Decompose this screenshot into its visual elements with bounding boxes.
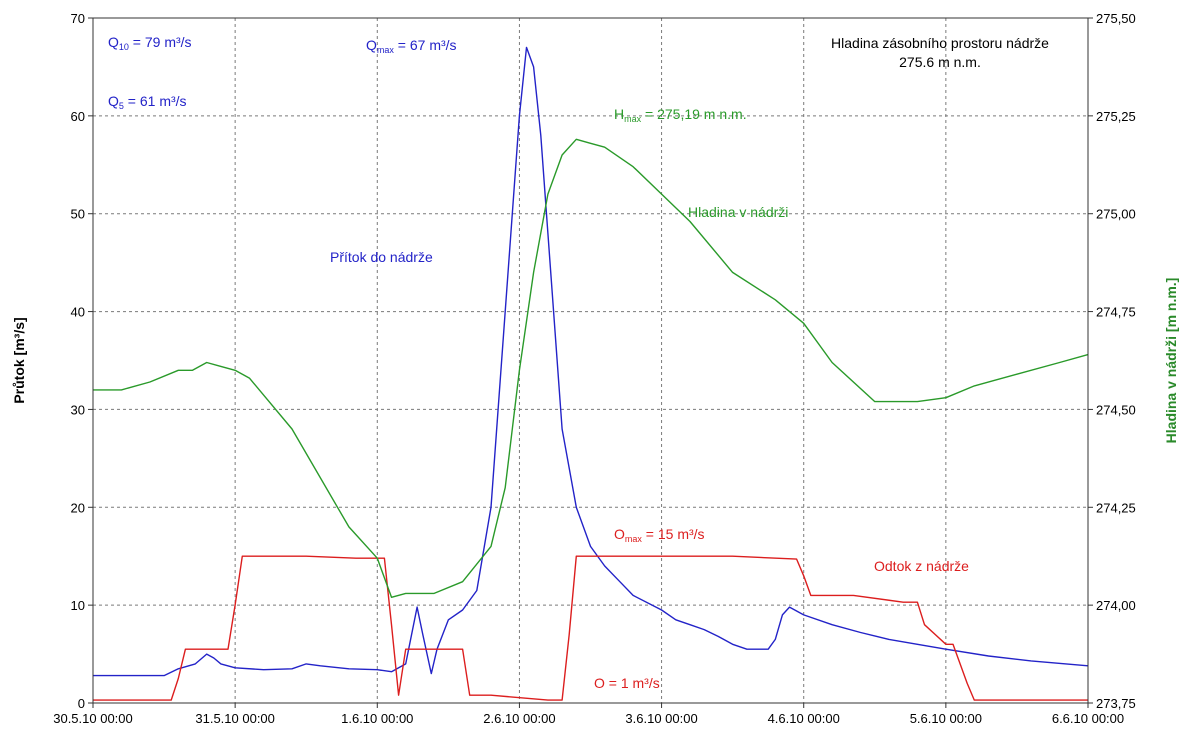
ticks: 0 10 20 30 40 50 60 70 273,75 274,00 274,25 274,50 2…	[53, 11, 1136, 726]
y-left-tick-label: 10	[71, 598, 85, 613]
x-tick-label: 4.6.10 00:00	[768, 711, 840, 726]
level-series-line	[93, 138, 1089, 598]
y-right-tick-label: 274,00	[1096, 598, 1136, 613]
y-left-tick-label: 50	[71, 207, 85, 222]
annotation-q5: Q5 = 61 m³/s	[108, 93, 187, 111]
y-right-tick-label: 275,25	[1096, 109, 1136, 124]
x-tick-label: 31.5.10 00:00	[195, 711, 275, 726]
y-right-tick-label: 275,50	[1096, 11, 1136, 26]
inflow-series-line	[93, 46, 1089, 677]
annotation-omin: O = 1 m³/s	[594, 675, 660, 691]
annotation-qmax: Qmax = 67 m³/s	[366, 37, 457, 55]
y-left-tick-label: 40	[71, 305, 85, 320]
x-tick-label: 2.6.10 00:00	[483, 711, 555, 726]
y-left-tick-label: 20	[71, 500, 85, 515]
x-tick-label: 30.5.10 00:00	[53, 711, 133, 726]
annotations: Q10 = 79 m³/s Q5 = 61 m³/s Qmax = 67 m³/…	[108, 34, 1049, 691]
annotation-hmax: Hmax = 275,19 m n.m.	[614, 106, 747, 124]
annotation-q10: Q10 = 79 m³/s	[108, 34, 192, 52]
inflow-series-label: Přítok do nádrže	[330, 249, 433, 265]
series-group	[93, 46, 1089, 701]
x-tick-label: 5.6.10 00:00	[910, 711, 982, 726]
x-tick-label: 1.6.10 00:00	[341, 711, 413, 726]
y-right-tick-label: 274,75	[1096, 305, 1136, 320]
outflow-series-line	[93, 555, 1088, 701]
y-right-tick-label: 274,50	[1096, 402, 1136, 417]
level-series-label: Hladina v nádrži	[688, 204, 788, 220]
y-left-tick-label: 30	[71, 402, 85, 417]
plot-frame	[92, 17, 1089, 704]
y-left-tick-label: 70	[71, 11, 85, 26]
outflow-series-label: Odtok z nádrže	[874, 558, 969, 574]
y-right-tick-label: 275,00	[1096, 207, 1136, 222]
x-tick-label: 3.6.10 00:00	[625, 711, 697, 726]
annotation-omax: Omax = 15 m³/s	[614, 526, 705, 544]
y-right-tick-label: 273,75	[1096, 696, 1136, 711]
x-tick-label: 6.6.10 00:00	[1052, 711, 1124, 726]
storage-level-note-line2: 275.6 m n.m.	[899, 54, 981, 70]
y-right-tick-label: 274,25	[1096, 500, 1136, 515]
y-axis-right-label: Hladina v nádrži [m n.m.]	[1163, 278, 1179, 444]
y-left-tick-label: 60	[71, 109, 85, 124]
y-axis-left-label: Průtok [m³/s]	[11, 317, 27, 403]
grid	[93, 18, 1089, 703]
y-left-tick-label: 0	[78, 696, 85, 711]
storage-level-note-line1: Hladina zásobního prostoru nádrže	[831, 35, 1049, 51]
